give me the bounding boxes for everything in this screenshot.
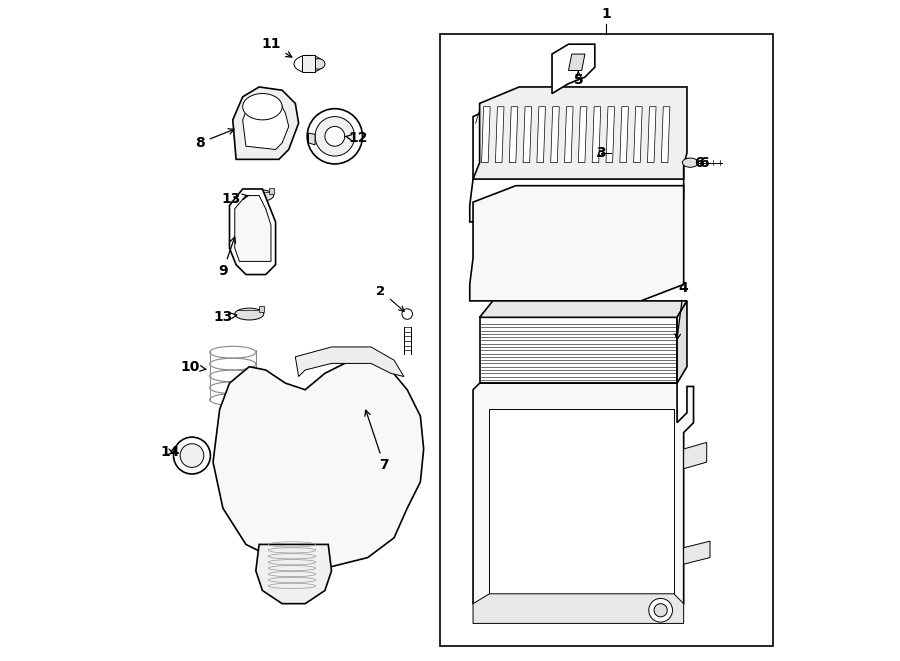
Polygon shape — [634, 106, 643, 163]
Polygon shape — [482, 106, 490, 163]
Ellipse shape — [235, 308, 264, 320]
Ellipse shape — [243, 94, 283, 120]
Ellipse shape — [682, 158, 698, 167]
Text: 5: 5 — [573, 71, 583, 87]
Polygon shape — [620, 106, 628, 163]
Polygon shape — [473, 383, 694, 603]
Polygon shape — [592, 106, 600, 163]
Polygon shape — [230, 189, 275, 274]
Polygon shape — [259, 306, 264, 312]
Text: 2: 2 — [376, 284, 404, 311]
Ellipse shape — [245, 190, 274, 202]
Text: 12: 12 — [346, 132, 367, 145]
Text: 8: 8 — [195, 129, 234, 150]
Polygon shape — [495, 106, 504, 163]
Polygon shape — [309, 133, 315, 145]
Polygon shape — [684, 541, 710, 564]
Polygon shape — [213, 360, 424, 567]
Polygon shape — [537, 106, 545, 163]
Polygon shape — [552, 44, 595, 94]
Text: 13: 13 — [213, 310, 237, 325]
Polygon shape — [677, 301, 687, 383]
Ellipse shape — [174, 437, 211, 474]
Polygon shape — [579, 106, 587, 163]
Text: 6: 6 — [698, 155, 708, 170]
Polygon shape — [523, 106, 532, 163]
Text: 14: 14 — [160, 446, 180, 459]
Text: 9: 9 — [218, 237, 236, 278]
Polygon shape — [606, 106, 615, 163]
Ellipse shape — [315, 116, 355, 156]
Polygon shape — [662, 106, 670, 163]
Ellipse shape — [294, 56, 323, 73]
Polygon shape — [490, 409, 674, 594]
Polygon shape — [480, 317, 677, 383]
Text: 13: 13 — [221, 192, 248, 206]
Polygon shape — [243, 97, 289, 149]
Polygon shape — [233, 87, 299, 159]
Text: 10: 10 — [180, 360, 206, 373]
Text: 11: 11 — [261, 37, 292, 57]
Ellipse shape — [311, 59, 325, 69]
Text: 4: 4 — [675, 281, 688, 340]
Polygon shape — [564, 106, 573, 163]
Polygon shape — [684, 442, 706, 469]
Polygon shape — [551, 106, 559, 163]
Ellipse shape — [654, 603, 667, 617]
Polygon shape — [302, 56, 315, 73]
Polygon shape — [470, 97, 684, 222]
Polygon shape — [295, 347, 404, 377]
Polygon shape — [569, 54, 585, 71]
Polygon shape — [473, 87, 687, 179]
Polygon shape — [470, 186, 684, 301]
Polygon shape — [480, 301, 687, 317]
Ellipse shape — [325, 126, 345, 146]
Ellipse shape — [307, 108, 363, 164]
Ellipse shape — [402, 309, 412, 319]
Text: 3: 3 — [597, 146, 607, 160]
Polygon shape — [509, 106, 518, 163]
Ellipse shape — [649, 598, 672, 622]
Text: 1: 1 — [601, 7, 611, 21]
Text: 6: 6 — [694, 155, 704, 170]
Polygon shape — [256, 545, 331, 603]
Polygon shape — [235, 196, 271, 261]
Text: 7: 7 — [364, 410, 389, 473]
Polygon shape — [473, 594, 684, 623]
Ellipse shape — [180, 444, 203, 467]
Polygon shape — [647, 106, 656, 163]
Bar — [440, 34, 772, 646]
Polygon shape — [269, 188, 274, 194]
